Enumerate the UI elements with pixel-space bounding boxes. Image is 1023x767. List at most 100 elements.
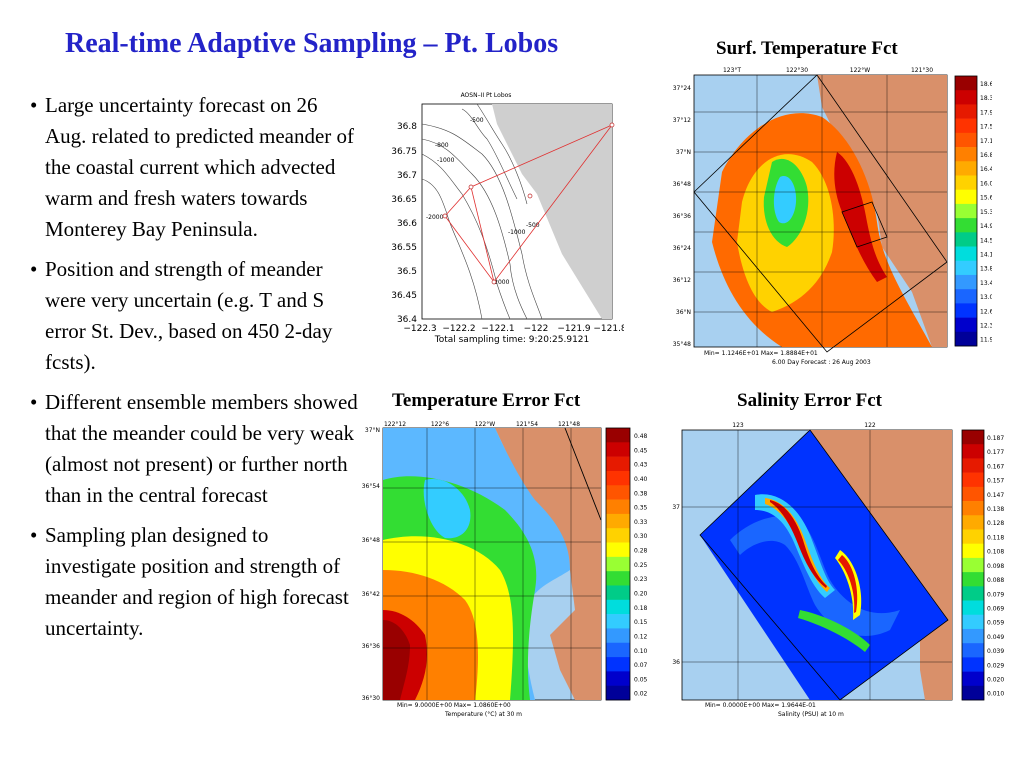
colorbar-swatch [606, 470, 630, 486]
colorbar-label: 0.128 [987, 520, 1004, 527]
colorbar-swatch [606, 556, 630, 572]
colorbar-swatch [955, 232, 977, 247]
lon-label: 122°12 [384, 421, 406, 428]
lat-label: 36°24 [673, 245, 691, 252]
colorbar-label: 0.10 [634, 648, 648, 655]
lat-label: 37°N [676, 149, 691, 156]
colorbar-label: 13.8 [980, 266, 992, 273]
colorbar-swatch [606, 628, 630, 644]
colorbar-label: 0.069 [987, 605, 1004, 612]
colorbar-swatch [955, 189, 977, 205]
colorbar-label: 12.6 [980, 308, 992, 315]
temp-error-panel: 122°12 122°6 122°W 121°54 121°48 37°N 36… [355, 420, 665, 720]
colorbar-swatch [606, 599, 630, 615]
y-tick-label: 36.75 [391, 147, 417, 157]
contour-label: -800 [435, 142, 449, 149]
contour-label: -2000 [426, 214, 444, 221]
colorbar-swatch [606, 513, 630, 529]
lon-label: 122°W [850, 67, 870, 74]
temp-error-minmax: Min= 9.0000E+00 Max= 1.0860E+00 [397, 702, 511, 709]
colorbar-swatch [606, 642, 630, 658]
surf-temp-figure: 123°T 122°30 122°W 121°30 37°24 37°12 37… [673, 67, 992, 366]
colorbar-label: 0.45 [634, 447, 648, 454]
temp-error-colorbar: 0.48 0.45 0.43 0.40 0.38 0.35 0.33 0.30 0.28 0.25… [605, 427, 648, 701]
lon-label: 121°48 [558, 421, 580, 428]
colorbar-label: 0.177 [987, 449, 1004, 456]
x-tick-label: −122.2 [442, 324, 475, 334]
colorbar-swatch [955, 147, 977, 162]
colorbar-swatch [962, 600, 984, 616]
lat-label: 36°54 [362, 483, 380, 490]
colorbar-swatch [962, 529, 984, 544]
map-title: AOSN–II Pt Lobos [461, 92, 512, 99]
colorbar-label: 0.25 [634, 562, 648, 569]
slide-title: Real-time Adaptive Sampling – Pt. Lobos [65, 28, 559, 59]
surf-temp-caption: 6.00 Day Forecast : 26 Aug 2003 [772, 359, 871, 366]
colorbar-label: 0.079 [987, 591, 1004, 598]
lon-label: 123°T [723, 67, 741, 74]
colorbar-label: 17.1 [980, 138, 992, 145]
colorbar-swatch [955, 218, 977, 233]
x-tick-label: −122.1 [481, 324, 514, 334]
colorbar-swatch [962, 628, 984, 644]
colorbar-label: 0.28 [634, 548, 648, 555]
colorbar-swatch [606, 456, 630, 472]
colorbar-label: 0.40 [634, 476, 648, 483]
colorbar-swatch [955, 90, 977, 105]
colorbar-label: 16.4 [980, 166, 992, 173]
salinity-error-minmax: Min= 0.0000E+00 Max= 1.9644E-01 [705, 702, 816, 709]
colorbar-swatch [962, 557, 984, 573]
lat-label: 35°48 [673, 341, 691, 348]
colorbar-label: 0.059 [987, 620, 1004, 627]
colorbar-label: 18.6 [980, 81, 992, 88]
colorbar-swatch [955, 76, 977, 91]
colorbar-label: 0.157 [987, 478, 1004, 485]
bullet-list: Large uncertainty forecast on 26 Aug. re… [30, 90, 360, 653]
bullet-item: Large uncertainty forecast on 26 Aug. re… [30, 90, 360, 245]
colorbar-label: 0.43 [634, 462, 648, 469]
colorbar-swatch [606, 428, 630, 443]
colorbar-label: 0.30 [634, 533, 648, 540]
lat-label: 37°N [365, 427, 380, 434]
lat-label: 37 [672, 504, 680, 511]
colorbar-swatch [955, 203, 977, 219]
surf-temp-colorbar: 18.6 18.3 17.9 17.5 17.1 16.8 16.4 16.0 15.6 15.3… [954, 75, 992, 347]
colorbar-label: 0.010 [987, 691, 1004, 698]
y-tick-label: 36.65 [391, 195, 417, 205]
colorbar-swatch [955, 161, 977, 176]
colorbar-label: 15.3 [980, 209, 992, 216]
lat-label: 36°42 [362, 591, 380, 598]
colorbar-label: 16.8 [980, 152, 992, 159]
sampling-map-panel: AOSN–II Pt Lobos -500 -800 -1000 -2000 -… [362, 84, 624, 346]
colorbar-label: 0.12 [634, 633, 648, 640]
colorbar-swatch [606, 442, 630, 457]
colorbar-label: 16.0 [980, 180, 992, 187]
lat-label: 36°36 [362, 643, 380, 650]
colorbar-swatch [962, 458, 984, 473]
surf-temp-minmax: Min= 1.1246E+01 Max= 1.8884E+01 [704, 350, 818, 357]
lon-label: 121°30 [911, 67, 933, 74]
colorbar-label: 0.05 [634, 676, 648, 683]
colorbar-swatch [606, 671, 630, 686]
colorbar-label: 0.18 [634, 605, 648, 612]
colorbar-swatch [962, 444, 984, 459]
colorbar-label: 11.9 [980, 337, 992, 344]
colorbar-label: 0.15 [634, 619, 648, 626]
salinity-error-colorbar: 0.187 0.177 0.167 0.157 0.147 0.138 0.128 0.118… [961, 429, 1004, 701]
colorbar-label: 0.118 [987, 534, 1004, 541]
bullet-item: Position and strength of meander were ve… [30, 254, 360, 378]
colorbar-swatch [606, 542, 630, 558]
colorbar-label: 17.9 [980, 109, 992, 116]
colorbar-label: 18.3 [980, 95, 992, 102]
colorbar-label: 0.38 [634, 490, 648, 497]
colorbar-label: 14.9 [980, 223, 992, 230]
colorbar-swatch [955, 118, 977, 134]
colorbar-swatch [962, 501, 984, 516]
y-tick-label: 36.5 [397, 267, 417, 277]
colorbar-label: 17.5 [980, 124, 992, 131]
colorbar-swatch [962, 586, 984, 601]
colorbar-swatch [606, 485, 630, 500]
colorbar-swatch [955, 104, 977, 119]
x-tick-label: −121.8 [593, 324, 624, 334]
colorbar-swatch [962, 472, 984, 488]
